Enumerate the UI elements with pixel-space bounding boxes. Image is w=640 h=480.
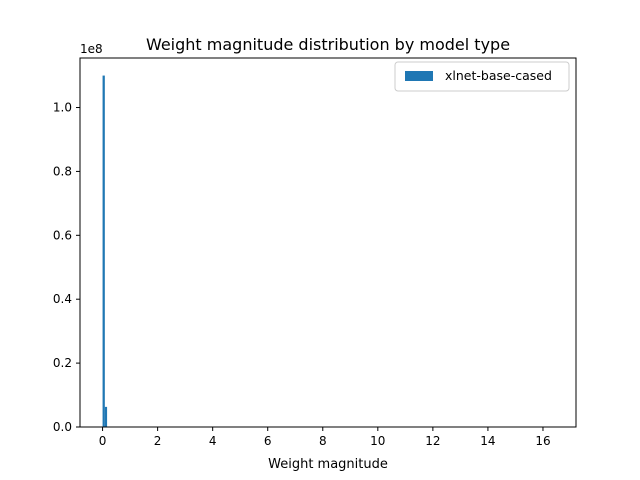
- x-tick-label: 12: [425, 434, 440, 448]
- x-tick-label: 10: [370, 434, 385, 448]
- y-axis-offset-label: 1e8: [80, 42, 103, 56]
- x-tick-label: 6: [264, 434, 272, 448]
- x-axis-label: Weight magnitude: [268, 457, 388, 472]
- y-tick-label: 0.0: [53, 420, 72, 434]
- x-tick-label: 4: [209, 434, 217, 448]
- x-tick-label: 0: [99, 434, 107, 448]
- y-tick-label: 0.2: [53, 356, 72, 370]
- legend-label: xlnet-base-cased: [445, 68, 552, 83]
- plot-area: [102, 75, 108, 428]
- axes: 0 2 4 6 8 10 12 14 16 0.0 0.2 0.4 0.6 0.8 1.0: [53, 57, 577, 448]
- legend-swatch: [405, 71, 433, 81]
- legend: xlnet-base-cased: [394, 61, 570, 92]
- y-tick-label: 0.4: [53, 292, 72, 306]
- legend-frame: [394, 61, 570, 92]
- y-tick-label: 0.6: [53, 228, 72, 242]
- axes-frame: [79, 57, 577, 428]
- x-tick-label: 14: [480, 434, 495, 448]
- x-tick-label: 8: [319, 434, 327, 448]
- y-tick-label: 1.0: [53, 101, 72, 115]
- histogram-bar: [104, 406, 108, 427]
- y-tick-label: 0.8: [53, 164, 72, 178]
- chart-title: Weight magnitude distribution by model t…: [146, 35, 510, 54]
- x-tick-label: 2: [154, 434, 162, 448]
- histogram-bar: [102, 75, 105, 428]
- x-tick-label: 16: [535, 434, 550, 448]
